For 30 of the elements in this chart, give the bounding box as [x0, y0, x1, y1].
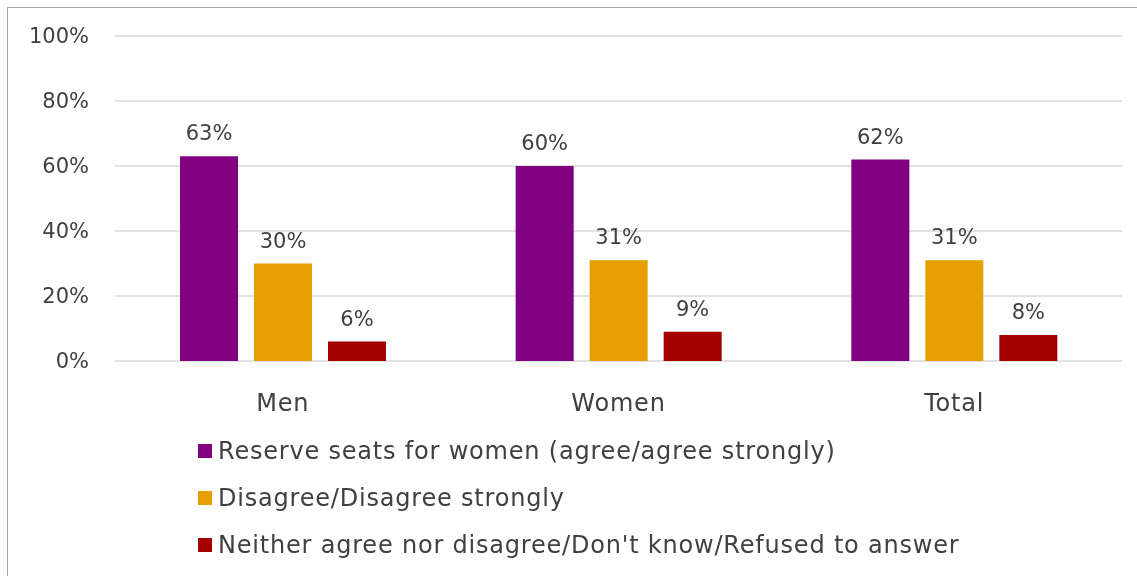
data-label: 31% — [930, 225, 978, 250]
data-label: 30% — [259, 228, 307, 253]
data-label: 60% — [521, 131, 569, 155]
bar — [328, 341, 386, 361]
y-tick-label: 100% — [28, 24, 89, 49]
bar — [180, 156, 238, 361]
bar — [851, 159, 910, 361]
x-tick-label: Women — [571, 389, 666, 417]
data-label: 31% — [595, 225, 643, 250]
legend-label: Disagree/Disagree strongly — [218, 483, 565, 512]
bar — [663, 331, 722, 361]
bar — [999, 335, 1058, 361]
bar — [254, 263, 312, 361]
bar — [589, 260, 648, 361]
legend-label: Neither agree nor disagree/Don't know/Refused to answer — [218, 530, 960, 559]
y-tick-label: 60% — [42, 154, 89, 179]
legend-label: Reserve seats for women (agree/agree strongly) — [218, 436, 836, 465]
data-label: 8% — [1011, 300, 1045, 324]
data-label: 62% — [856, 124, 904, 149]
x-tick-label: Total — [923, 389, 985, 417]
bar — [515, 166, 574, 361]
y-tick-label: 0% — [55, 349, 89, 374]
x-tick-label: Men — [256, 389, 310, 417]
bar — [925, 260, 984, 361]
data-label: 6% — [340, 306, 374, 331]
y-tick-label: 80% — [42, 89, 89, 114]
data-label: 9% — [676, 296, 710, 321]
y-tick-label: 20% — [42, 284, 89, 309]
y-tick-label: 40% — [42, 219, 89, 244]
data-label: 63% — [185, 121, 233, 146]
